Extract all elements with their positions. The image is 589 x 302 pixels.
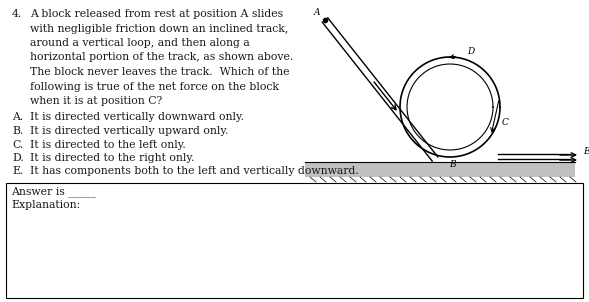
Text: A.: A. [12, 113, 23, 123]
Text: horizontal portion of the track, as shown above.: horizontal portion of the track, as show… [30, 53, 293, 63]
Text: It is directed vertically upward only.: It is directed vertically upward only. [30, 126, 229, 136]
Text: 4.: 4. [12, 9, 22, 19]
Text: following is true of the net force on the block: following is true of the net force on th… [30, 82, 279, 92]
Text: B.: B. [12, 126, 23, 136]
Text: D: D [467, 47, 474, 56]
Text: It has components both to the left and vertically downward.: It has components both to the left and v… [30, 166, 359, 176]
Text: when it is at position C?: when it is at position C? [30, 96, 162, 106]
Text: A block released from rest at position A slides: A block released from rest at position A… [30, 9, 283, 19]
Text: Explanation:: Explanation: [11, 200, 80, 210]
Text: It is directed to the right only.: It is directed to the right only. [30, 153, 194, 163]
Text: E.: E. [12, 166, 24, 176]
Text: E: E [583, 147, 589, 156]
Text: A: A [314, 8, 320, 17]
Text: with negligible friction down an inclined track,: with negligible friction down an incline… [30, 24, 289, 34]
Text: Answer is _____: Answer is _____ [11, 186, 96, 197]
Text: around a vertical loop, and then along a: around a vertical loop, and then along a [30, 38, 250, 48]
Text: C.: C. [12, 140, 23, 149]
Text: C: C [502, 117, 509, 127]
Bar [305, 162, 575, 177]
Text: It is directed to the left only.: It is directed to the left only. [30, 140, 186, 149]
Text: It is directed vertically downward only.: It is directed vertically downward only. [30, 113, 244, 123]
Text: D.: D. [12, 153, 24, 163]
Bar [6, 183, 583, 298]
Text: B: B [449, 160, 455, 169]
Text: The block never leaves the track.  Which of the: The block never leaves the track. Which … [30, 67, 290, 77]
